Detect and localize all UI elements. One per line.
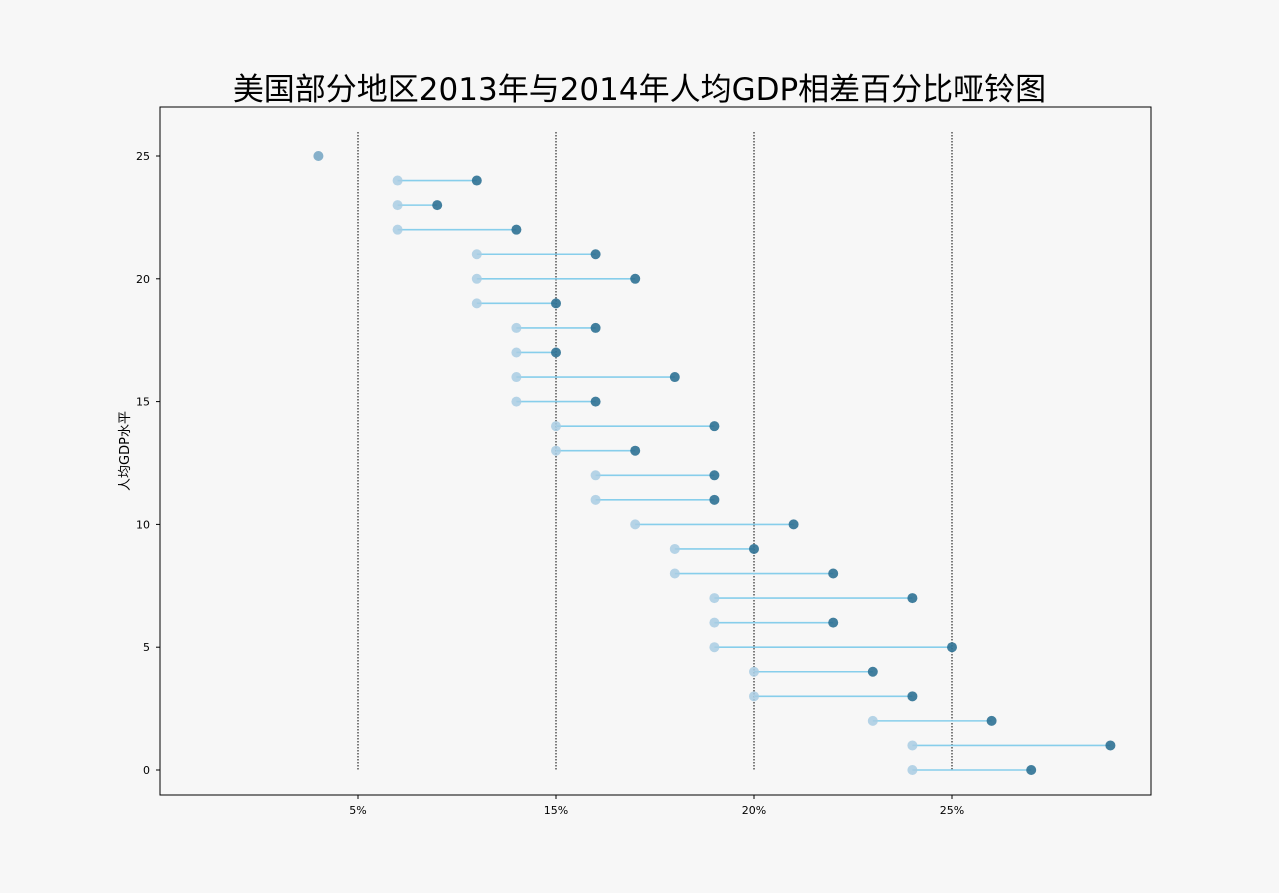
end-point — [867, 666, 878, 677]
y-tick-label: 10 — [136, 518, 150, 531]
end-point — [709, 470, 720, 481]
end-point — [630, 273, 641, 284]
start-point — [313, 151, 324, 161]
start-points — [313, 151, 918, 775]
plot-area — [159, 106, 1152, 796]
x-tick-label: 25% — [940, 804, 964, 817]
y-axis-ticks: 0 5 10 15 20 25 — [136, 150, 160, 777]
start-point — [907, 765, 918, 775]
end-point — [1026, 765, 1037, 775]
start-point — [669, 568, 680, 579]
x-tick-label: 15% — [544, 804, 568, 817]
x-axis-ticks: 5% 15% 20% 25% — [349, 795, 964, 817]
start-point — [511, 322, 522, 333]
start-point — [749, 666, 759, 677]
start-point — [511, 372, 522, 383]
end-point — [590, 322, 601, 333]
y-tick-label: 5 — [143, 641, 150, 654]
end-point — [590, 249, 601, 260]
start-point — [471, 273, 482, 284]
y-tick-label: 20 — [136, 273, 150, 286]
start-point — [392, 200, 403, 211]
start-point — [709, 642, 720, 653]
connector-lines — [397, 179, 1111, 771]
end-point — [669, 372, 680, 383]
start-point — [590, 470, 601, 481]
y-axis-label: 人均GDP水平 — [118, 411, 133, 491]
end-point — [828, 617, 839, 628]
y-tick-label: 25 — [136, 150, 150, 163]
start-point — [907, 740, 918, 751]
start-point — [471, 298, 482, 309]
end-point — [551, 347, 561, 358]
x-tick-label: 20% — [742, 804, 766, 817]
start-point — [630, 519, 641, 530]
end-point — [749, 543, 759, 554]
end-point — [313, 151, 324, 161]
start-point — [709, 593, 720, 604]
end-point — [630, 445, 641, 456]
start-point — [709, 617, 720, 628]
start-point — [471, 249, 482, 260]
start-point — [749, 691, 759, 702]
end-point — [590, 396, 601, 407]
end-point — [709, 421, 720, 432]
end-point — [511, 224, 522, 235]
x-tick-label: 5% — [349, 804, 366, 817]
end-point — [471, 175, 482, 186]
start-point — [392, 175, 403, 186]
end-point — [551, 298, 561, 309]
end-point — [986, 715, 997, 726]
end-point — [709, 494, 720, 505]
start-point — [392, 224, 403, 235]
end-point — [432, 200, 443, 211]
start-point — [551, 445, 561, 456]
start-point — [590, 494, 601, 505]
y-tick-label: 0 — [143, 764, 150, 777]
start-point — [511, 396, 522, 407]
start-point — [867, 715, 878, 726]
chart-title: 美国部分地区2013年与2014年人均GDP相差百分比哑铃图 — [232, 72, 1047, 108]
end-point — [828, 568, 839, 579]
end-point — [947, 642, 957, 653]
end-points — [313, 151, 1116, 775]
start-point — [669, 543, 680, 554]
start-point — [551, 421, 561, 432]
y-tick-label: 15 — [136, 396, 150, 409]
end-point — [907, 593, 918, 604]
start-point — [511, 347, 522, 358]
end-point — [907, 691, 918, 702]
end-point — [1105, 740, 1116, 751]
end-point — [788, 519, 799, 530]
